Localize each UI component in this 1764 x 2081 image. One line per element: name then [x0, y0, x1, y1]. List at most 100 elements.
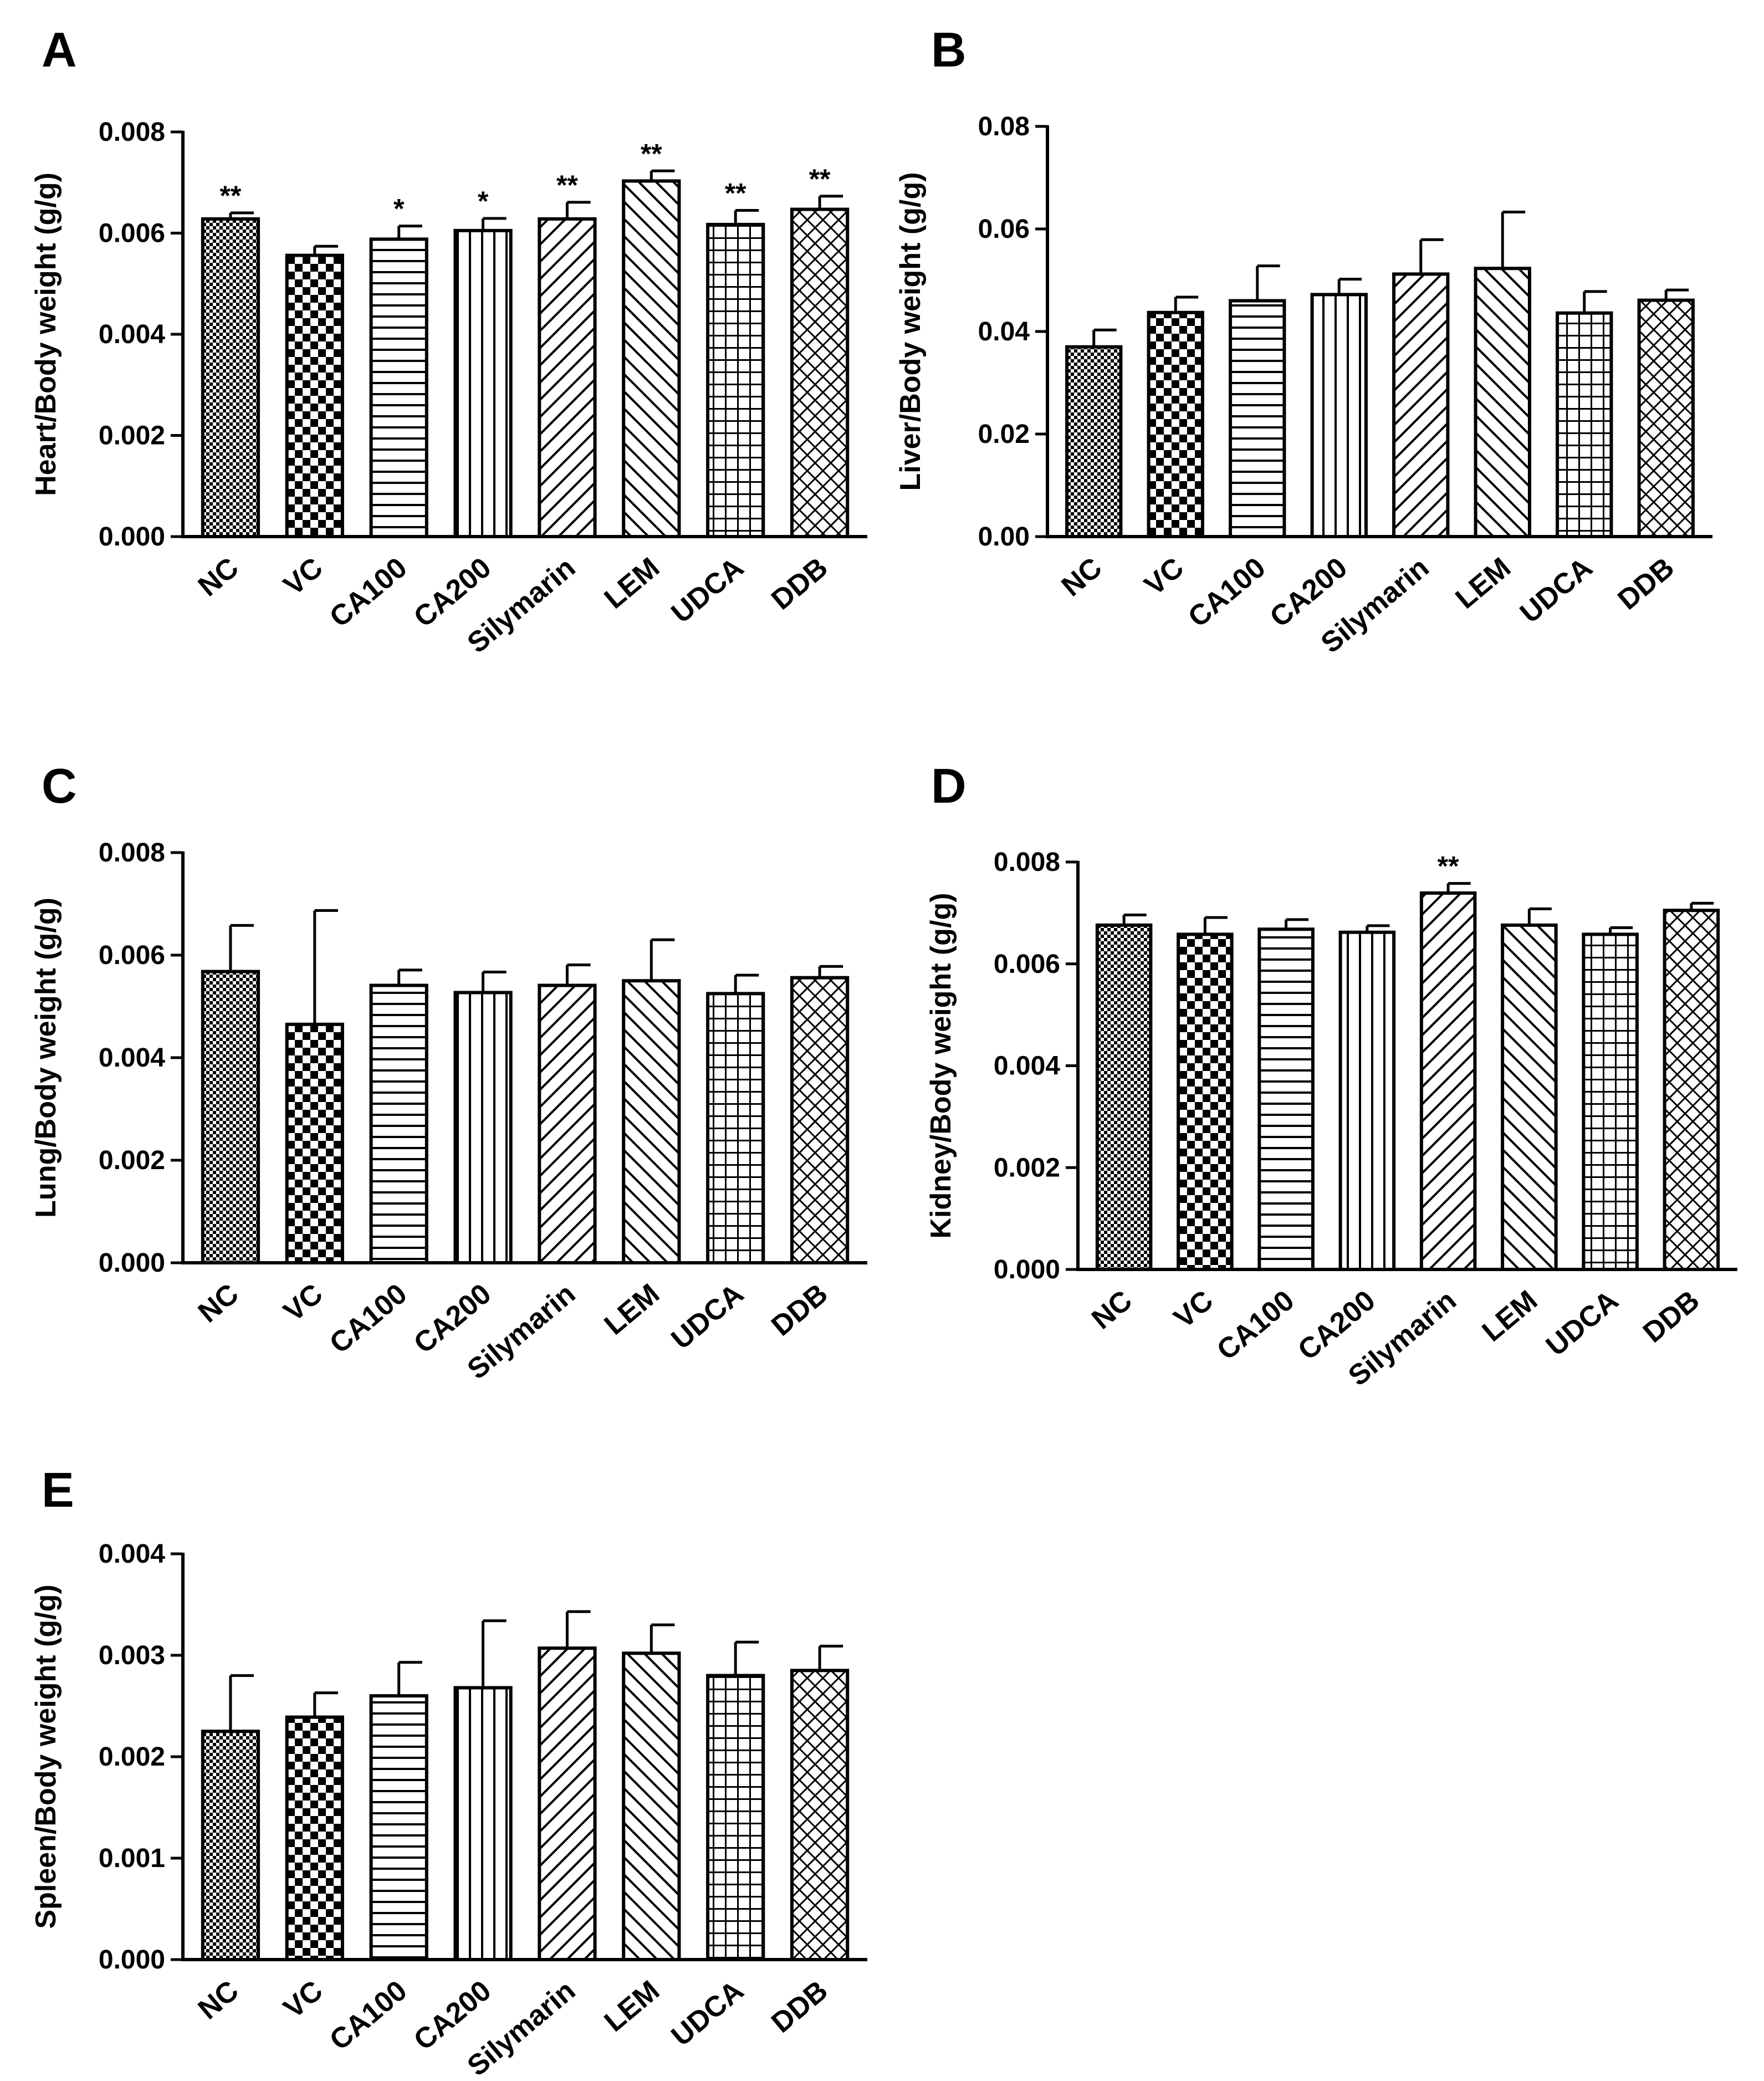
- panel-d-bar-udca: [1582, 932, 1639, 1271]
- panel-e-category-label-lem: LEM: [599, 1975, 666, 2038]
- panel-d-category-label-ca100: CA100: [1211, 1284, 1300, 1366]
- panel-e-y-tick-label: 0.004: [99, 1539, 165, 1569]
- panel-b-category-label-ca100: CA100: [1182, 552, 1271, 634]
- panel-b-category-label-ddb: DDB: [1612, 552, 1680, 616]
- panel-b-category-label-udca: UDCA: [1514, 552, 1598, 630]
- panel-c-y-axis-title: Lung/Body weight (g/g): [30, 897, 62, 1218]
- panel-c-y-tick-label: 0.006: [99, 941, 165, 970]
- panel-e-y-tick-label: 0.000: [99, 1945, 165, 1975]
- panel-e-category-label-nc: NC: [192, 1975, 245, 2026]
- panel-d-bar-nc: [1095, 923, 1153, 1272]
- panel-b-bar-udca: [1556, 311, 1613, 538]
- panel-a-category-label-vc: VC: [278, 552, 329, 602]
- panel-a-y-tick-label: 0.008: [99, 118, 165, 147]
- panel-c-bar-nc: [201, 970, 260, 1264]
- panel-e-bar-ddb: [790, 1669, 850, 1961]
- panel-b-y-tick-label: 0.02: [978, 420, 1030, 449]
- panel-b-letter: B: [931, 22, 967, 77]
- panel-b-bar-vc: [1147, 310, 1204, 539]
- panel-b-bar-silymarin: [1392, 272, 1450, 538]
- panel-a-bar-lem: [622, 179, 681, 538]
- panel-d-bar-silymarin: [1419, 891, 1477, 1271]
- panel-e-bar-ca200: [453, 1686, 513, 1962]
- panel-d-category-label-udca: UDCA: [1540, 1284, 1624, 1363]
- panel-d-bar-ddb: [1663, 909, 1720, 1271]
- panel-e-y-tick-label: 0.001: [99, 1844, 165, 1873]
- panel-c-bar-ca100: [369, 983, 428, 1264]
- panel-a-y-tick-label: 0.006: [99, 219, 165, 248]
- panel-a-category-label-ca100: CA100: [324, 552, 413, 634]
- panel-d-bar-ca100: [1257, 927, 1315, 1271]
- panel-b-bar-ddb: [1637, 298, 1695, 538]
- panel-c-category-label-lem: LEM: [599, 1278, 666, 1342]
- panel-e-bar-udca: [706, 1674, 765, 1962]
- panel-a: A 0.000 0.002 0.004 0.006 0.008 Heart/Body wei…: [30, 22, 867, 660]
- panel-b-bar-nc: [1065, 345, 1123, 538]
- panel-c-bar-vc: [285, 1022, 344, 1264]
- panel-a-significance-ca200: *: [478, 186, 489, 217]
- panel-a-bar-vc: [285, 253, 344, 538]
- panel-e-letter: E: [42, 1462, 74, 1517]
- panel-a-significance-ca100: *: [393, 193, 405, 225]
- panel-e-category-label-udca: UDCA: [666, 1975, 750, 2053]
- panel-a-significance-ddb: **: [809, 164, 831, 195]
- panel-e-bar-nc: [201, 1730, 260, 1961]
- panel-e-bar-silymarin: [538, 1646, 597, 1961]
- panel-a-bar-ca200: [453, 228, 513, 538]
- panel-d-category-label-vc: VC: [1168, 1284, 1219, 1335]
- panel-e-category-label-vc: VC: [278, 1975, 329, 2025]
- panel-c-category-label-nc: NC: [192, 1278, 245, 1329]
- panel-a-bar-ddb: [790, 207, 850, 538]
- panel-d-y-tick-label: 0.002: [994, 1153, 1060, 1182]
- panel-a-category-label-ddb: DDB: [765, 552, 834, 616]
- panel-c-category-label-ca100: CA100: [324, 1278, 413, 1360]
- panel-c-bar-silymarin: [538, 983, 597, 1264]
- panel-a-bar-ca100: [369, 237, 428, 538]
- panel-c-bar-ca200: [453, 991, 513, 1265]
- panel-d-bar-lem: [1501, 923, 1558, 1272]
- panel-d-significance-silymarin: **: [1438, 851, 1459, 882]
- panel-d-y-axis-title: Kidney/Body weight (g/g): [925, 893, 957, 1239]
- panel-a-category-label-nc: NC: [192, 552, 245, 603]
- panel-d-y-tick-label: 0.006: [994, 950, 1060, 979]
- panel-c-bar-ddb: [790, 976, 850, 1264]
- panel-d-bar-ca200: [1338, 930, 1396, 1271]
- panel-e-category-label-ca100: CA100: [324, 1975, 413, 2057]
- panel-a-category-label-lem: LEM: [599, 552, 666, 615]
- panel-e-bar-ca100: [369, 1694, 428, 1961]
- panel-e-bar-lem: [622, 1651, 681, 1962]
- panel-d-bar-vc: [1177, 932, 1234, 1271]
- panel-d: D 0.000 0.002 0.004 0.006 0.008 Kidney/Body we…: [925, 758, 1737, 1393]
- panel-a-bar-udca: [706, 222, 765, 538]
- panel-e-y-tick-label: 0.002: [99, 1742, 165, 1772]
- panel-a-letter: A: [42, 22, 77, 77]
- panel-a-significance-nc: **: [219, 180, 241, 211]
- panel-d-y-tick-label: 0.008: [994, 848, 1060, 877]
- panel-d-letter: D: [931, 758, 967, 813]
- panel-a-significance-lem: **: [641, 138, 662, 169]
- panel-e-category-label-ddb: DDB: [765, 1975, 834, 2039]
- panel-b-y-tick-label: 0.00: [978, 522, 1030, 552]
- panel-a-significance-silymarin: **: [556, 170, 578, 201]
- panel-a-bar-nc: [201, 217, 260, 538]
- panel-e-bar-vc: [285, 1715, 344, 1961]
- panel-c: C 0.000 0.002 0.004 0.006 0.008 Lung/Body weig…: [30, 758, 867, 1386]
- panel-c-y-tick-label: 0.004: [99, 1043, 165, 1073]
- panel-d-y-tick-label: 0.004: [994, 1052, 1060, 1081]
- panel-e-y-tick-label: 0.003: [99, 1641, 165, 1670]
- panel-c-bar-lem: [622, 979, 681, 1264]
- panel-b-category-label-vc: VC: [1138, 552, 1190, 602]
- panel-b-bar-lem: [1474, 267, 1531, 538]
- panel-a-y-axis-title: Heart/Body weight (g/g): [30, 172, 62, 496]
- panel-d-y-tick-label: 0.000: [994, 1255, 1060, 1284]
- panel-b-y-tick-label: 0.08: [978, 112, 1030, 141]
- panel-b-bar-ca200: [1310, 293, 1368, 539]
- panel-d-category-label-lem: LEM: [1476, 1284, 1543, 1348]
- panel-a-category-label-udca: UDCA: [666, 552, 750, 630]
- panel-c-y-tick-label: 0.000: [99, 1248, 165, 1278]
- panel-b-category-label-nc: NC: [1056, 552, 1108, 603]
- panel-c-letter: C: [42, 758, 77, 813]
- panel-a-y-tick-label: 0.000: [99, 522, 165, 552]
